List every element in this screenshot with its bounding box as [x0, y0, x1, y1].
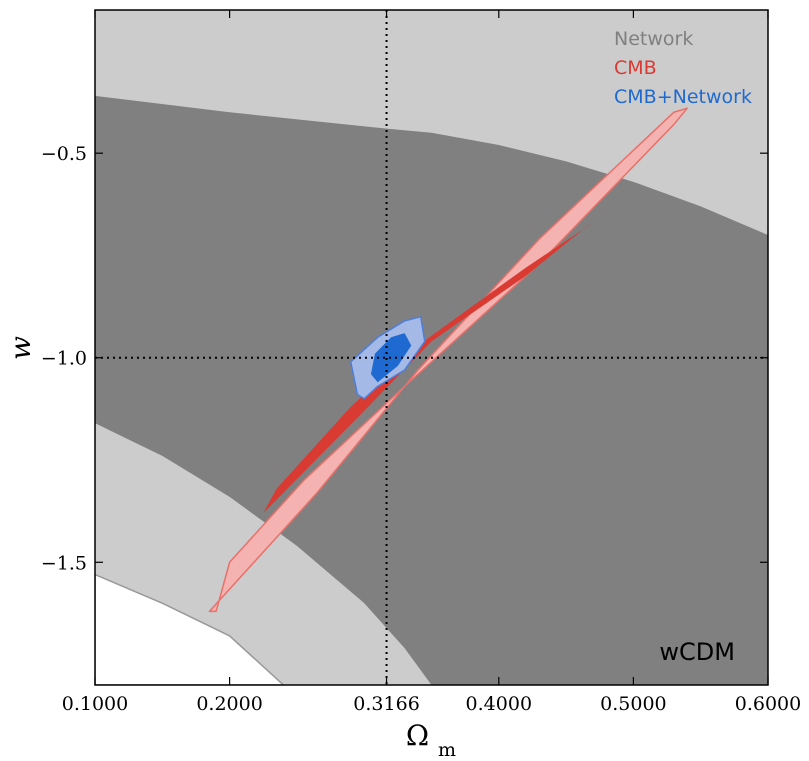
x-tick-label: 0.3166: [353, 693, 419, 715]
excluded-region: [95, 573, 285, 685]
legend-entry: Network: [614, 28, 693, 50]
legend-entry: CMB: [614, 57, 657, 79]
cmb-95-contour: [208, 107, 688, 613]
plot-frame: [94, 9, 769, 686]
x-axis-subscript: m: [438, 739, 456, 761]
cmb-network-68-contour: [370, 333, 412, 383]
x-axis-title: Ω m: [406, 719, 456, 761]
y-tick-label: −0.5: [41, 143, 87, 165]
network-68-region: [95, 95, 768, 685]
model-annotation: wCDM: [659, 638, 735, 666]
y-axis-title: w: [4, 336, 37, 360]
legend-entry: CMB+Network: [614, 86, 752, 108]
legend: Network CMB CMB+Network: [614, 28, 752, 108]
x-tick-label: 0.2000: [196, 693, 262, 715]
axis-ticks: [94, 10, 769, 685]
x-tick-label: 0.1000: [62, 693, 128, 715]
tick-labels: 0.1000 0.2000 0.3166 0.4000 0.5000 0.6000 −0.5…: [41, 143, 801, 715]
x-tick-label: 0.5000: [600, 693, 666, 715]
plot-area: [95, 10, 768, 685]
x-tick-label: 0.4000: [466, 693, 532, 715]
y-tick-label: −1.5: [41, 552, 87, 574]
y-tick-label: −1.0: [41, 348, 87, 370]
x-tick-label: 0.6000: [735, 693, 801, 715]
x-axis-symbol: Ω: [406, 719, 429, 752]
